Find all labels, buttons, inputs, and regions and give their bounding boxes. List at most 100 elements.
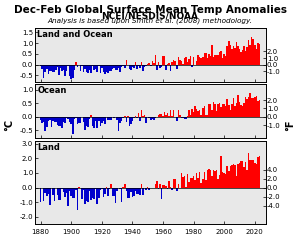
Bar (199, 110, 200, 117)
Bar (225, 106, 226, 117)
Bar (90, 65, 92, 73)
Bar (98, 65, 100, 66)
Bar (197, 55, 199, 65)
Bar (193, 112, 194, 117)
Bar (57, 188, 58, 195)
Bar (46, 65, 47, 69)
Bar (207, 115, 208, 117)
Bar (135, 188, 136, 191)
Bar (259, 156, 260, 188)
Bar (158, 188, 159, 189)
Bar (191, 65, 193, 67)
Bar (86, 65, 87, 72)
Bar (164, 112, 165, 117)
Bar (234, 106, 236, 117)
Bar (245, 162, 246, 188)
Bar (208, 104, 210, 117)
Text: Analysis is based upon Smith et al. (2008) methodology.: Analysis is based upon Smith et al. (200… (47, 18, 253, 24)
Bar (178, 110, 179, 117)
Bar (200, 115, 202, 117)
Bar (115, 188, 116, 203)
Bar (64, 188, 66, 197)
Bar (191, 109, 193, 117)
Bar (121, 117, 122, 121)
Bar (125, 60, 127, 65)
Bar (224, 54, 225, 65)
Bar (119, 65, 121, 72)
Bar (175, 117, 176, 118)
Bar (115, 65, 116, 70)
Bar (107, 188, 109, 196)
Bar (230, 45, 231, 65)
Bar (109, 188, 110, 189)
Bar (211, 45, 213, 65)
Bar (208, 169, 210, 188)
Bar (109, 65, 110, 71)
Bar (107, 65, 109, 73)
Bar (159, 184, 161, 188)
Bar (51, 117, 52, 127)
Bar (171, 188, 173, 190)
Bar (161, 65, 162, 67)
Bar (74, 117, 75, 119)
Bar (106, 65, 107, 72)
Bar (133, 117, 135, 118)
Bar (70, 117, 72, 124)
Bar (197, 111, 199, 117)
Bar (253, 160, 254, 188)
Bar (232, 46, 234, 65)
Bar (63, 65, 64, 70)
Bar (132, 117, 133, 121)
Bar (52, 188, 54, 195)
Bar (222, 104, 224, 117)
Bar (127, 188, 129, 197)
Bar (135, 116, 136, 117)
Bar (219, 175, 220, 188)
Bar (129, 65, 130, 69)
Bar (47, 188, 49, 194)
Bar (136, 117, 138, 118)
Bar (98, 188, 100, 198)
Bar (226, 99, 228, 117)
Bar (158, 61, 159, 65)
Bar (43, 117, 44, 122)
Bar (121, 188, 122, 202)
Bar (208, 54, 210, 65)
Bar (52, 117, 54, 122)
Bar (254, 97, 256, 117)
Bar (124, 116, 125, 117)
Bar (249, 93, 251, 117)
Bar (87, 65, 89, 73)
Bar (188, 59, 190, 65)
Bar (61, 117, 63, 128)
Bar (101, 188, 103, 189)
Bar (202, 57, 203, 65)
Bar (205, 53, 207, 65)
Bar (103, 188, 104, 197)
Bar (139, 188, 141, 195)
Bar (41, 117, 43, 122)
Bar (159, 65, 161, 68)
Bar (185, 57, 187, 65)
Bar (154, 184, 156, 188)
Text: °C: °C (4, 119, 15, 131)
Bar (138, 188, 139, 194)
Bar (121, 65, 122, 67)
Bar (236, 42, 237, 65)
Bar (139, 65, 141, 68)
Text: Land and Ocean: Land and Ocean (37, 30, 113, 39)
Bar (196, 109, 197, 117)
Bar (194, 180, 196, 188)
Bar (231, 49, 232, 65)
Bar (84, 65, 86, 69)
Bar (139, 117, 141, 121)
Bar (259, 44, 260, 65)
Bar (95, 117, 97, 121)
Bar (49, 65, 51, 71)
Bar (87, 188, 89, 202)
Bar (132, 65, 133, 67)
Bar (52, 65, 54, 72)
Bar (191, 178, 193, 188)
Bar (142, 188, 144, 195)
Bar (187, 62, 188, 65)
